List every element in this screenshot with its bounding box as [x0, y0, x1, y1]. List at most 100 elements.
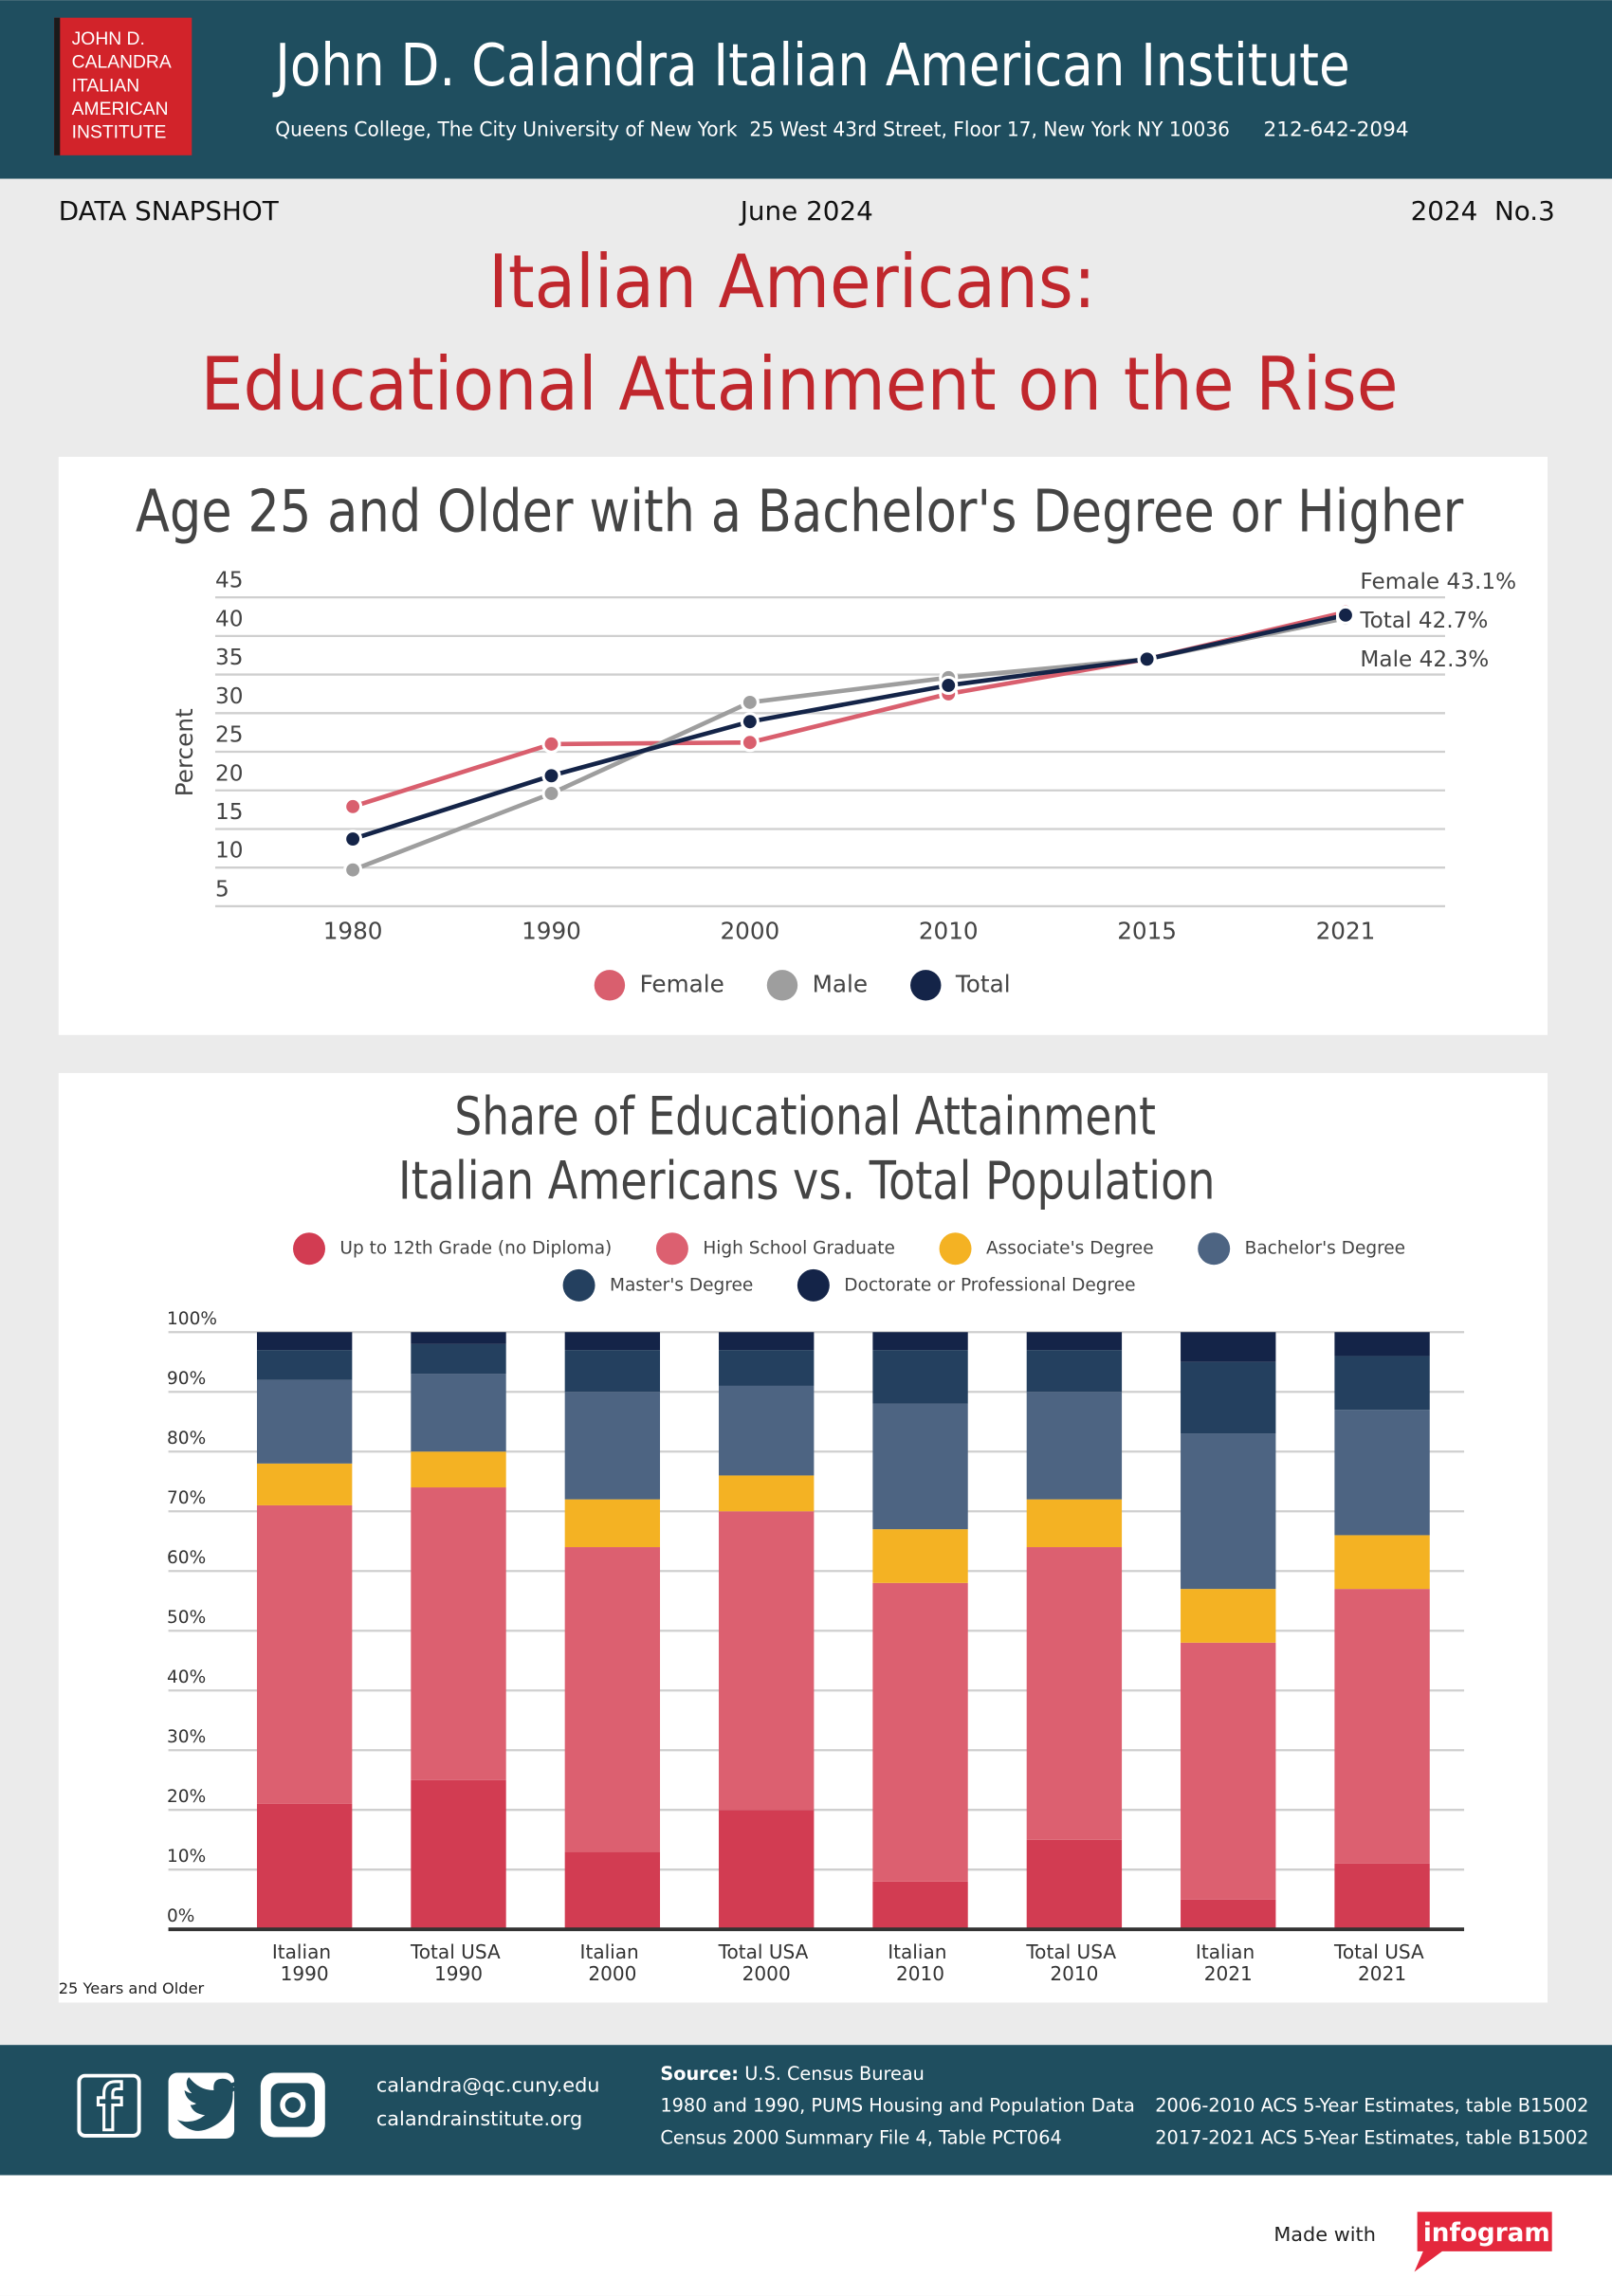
credit-logo — [1414, 2212, 1552, 2272]
bar-segment — [256, 1379, 353, 1464]
y-tick-label: 5 — [215, 877, 229, 902]
facebook-glyph — [96, 2080, 123, 2132]
point — [1137, 649, 1157, 669]
legend-swatch — [562, 1268, 595, 1302]
y-tick-label: 20 — [215, 761, 243, 786]
x-tick-label: Italian 2000 — [580, 1940, 646, 1984]
point — [740, 692, 760, 712]
x-tick-label: Total USA 1990 — [410, 1940, 506, 1984]
x-tick-label: 2000 — [720, 918, 779, 945]
bar-segment — [872, 1332, 968, 1351]
legend-label: Total — [955, 970, 1011, 997]
bar-segment — [1026, 1547, 1123, 1840]
point — [343, 860, 363, 880]
bar-segment — [719, 1385, 815, 1476]
legend-item: Master's Degree — [562, 1268, 753, 1302]
footer-reference: 2017-2021 ACS 5-Year Estimates, table B1… — [1155, 2127, 1588, 2149]
y-tick-label: 45 — [215, 569, 243, 593]
point — [541, 734, 561, 754]
x-tick-label: 2010 — [919, 918, 979, 945]
bar-segment — [1334, 1332, 1430, 1357]
logo-line: ITALIAN — [72, 76, 140, 96]
y-tick-label: 80% — [167, 1429, 206, 1449]
bar-segment — [411, 1487, 506, 1780]
y-tick-label: 100% — [167, 1309, 217, 1329]
y-tick-label: 50% — [167, 1608, 206, 1628]
value-label: Total 42.7% — [1359, 609, 1488, 633]
bar-segment — [564, 1851, 661, 1930]
y-tick-label: 70% — [167, 1488, 206, 1508]
point — [541, 783, 561, 804]
point — [740, 712, 760, 732]
y-tick-label: 40 — [215, 607, 243, 631]
y-tick-label: 30 — [215, 684, 243, 709]
bar-segment — [1181, 1899, 1276, 1930]
value-label: Female 43.1% — [1360, 570, 1516, 594]
bar-segment — [1181, 1361, 1276, 1434]
y-tick-label: 40% — [167, 1667, 206, 1687]
bar-segment — [1334, 1589, 1430, 1864]
footer-website: calandrainstitute.org — [376, 2107, 582, 2130]
chart-title: Share of Educational Attainment — [454, 1085, 1156, 1147]
y-tick-label: 10 — [215, 839, 243, 864]
logo-line: INSTITUTE — [72, 123, 167, 143]
x-tick-label: Total USA 2000 — [718, 1940, 815, 1984]
footer-reference: Census 2000 Summary File 4, Table PCT064 — [660, 2127, 1061, 2149]
legend-label: Master's Degree — [610, 1275, 753, 1295]
x-tick-label: 1980 — [323, 918, 383, 945]
bar-segment — [719, 1810, 815, 1930]
legend-item: Associate's Degree — [939, 1232, 1154, 1266]
bar-segment — [256, 1803, 353, 1930]
legend-label: Up to 12th Grade (no Diploma) — [339, 1239, 612, 1259]
bar-segment — [1181, 1332, 1276, 1362]
bar-segment — [256, 1332, 353, 1351]
point — [343, 829, 363, 849]
point — [740, 733, 760, 753]
header-address: Queens College, The City University of N… — [275, 118, 1230, 142]
chart-title: Italian Americans vs. Total Population — [398, 1150, 1216, 1212]
point — [1335, 605, 1356, 625]
legend-label: Male — [813, 970, 868, 997]
bar-segment — [719, 1475, 815, 1512]
bar-segment — [564, 1350, 661, 1393]
header-title: John D. Calandra Italian American Instit… — [272, 31, 1350, 100]
x-tick-label: 2015 — [1117, 918, 1177, 945]
source-label: Source: — [660, 2063, 739, 2085]
series-line — [352, 612, 1346, 842]
bar-segment — [411, 1332, 506, 1344]
instagram-inner — [270, 2083, 315, 2127]
bar-segment — [719, 1332, 815, 1351]
point — [939, 675, 959, 696]
footer-email: calandra@qc.cuny.edu — [376, 2073, 600, 2096]
bar-segment — [1026, 1332, 1123, 1351]
logo-box — [54, 17, 192, 155]
legend-label: Doctorate or Professional Degree — [844, 1275, 1135, 1295]
credit-band — [0, 2175, 1612, 2296]
logo-line: CALANDRA — [72, 53, 172, 73]
bar-segment — [1181, 1433, 1276, 1590]
bar-segment — [411, 1374, 506, 1452]
main-title: Italian Americans: — [488, 240, 1096, 325]
legend-item: Doctorate or Professional Degree — [797, 1268, 1136, 1302]
y-axis-label: Percent — [171, 708, 198, 796]
legend-item: Male — [766, 970, 868, 1001]
bar-segment — [564, 1392, 661, 1500]
value-label: Male 42.3% — [1360, 647, 1489, 672]
bar-segment — [256, 1504, 353, 1804]
credit-brand: infogram — [1423, 2219, 1550, 2248]
bar-segment — [872, 1403, 968, 1530]
point — [541, 766, 561, 786]
bar-segment — [1334, 1535, 1430, 1590]
chart-note: 25 Years and Older — [59, 1979, 205, 1997]
bar-segment — [872, 1350, 968, 1404]
bar-segment — [1181, 1589, 1276, 1643]
legend-swatch — [910, 970, 942, 1001]
x-tick-label: Total USA 2010 — [1025, 1940, 1122, 1984]
legend-label: Female — [640, 970, 724, 997]
legend-swatch — [594, 970, 626, 1001]
bar-segment — [1334, 1356, 1430, 1411]
x-tick-label: Italian 2010 — [888, 1940, 953, 1984]
legend-label: Associate's Degree — [986, 1239, 1154, 1259]
legend-item: High School Graduate — [655, 1232, 895, 1266]
